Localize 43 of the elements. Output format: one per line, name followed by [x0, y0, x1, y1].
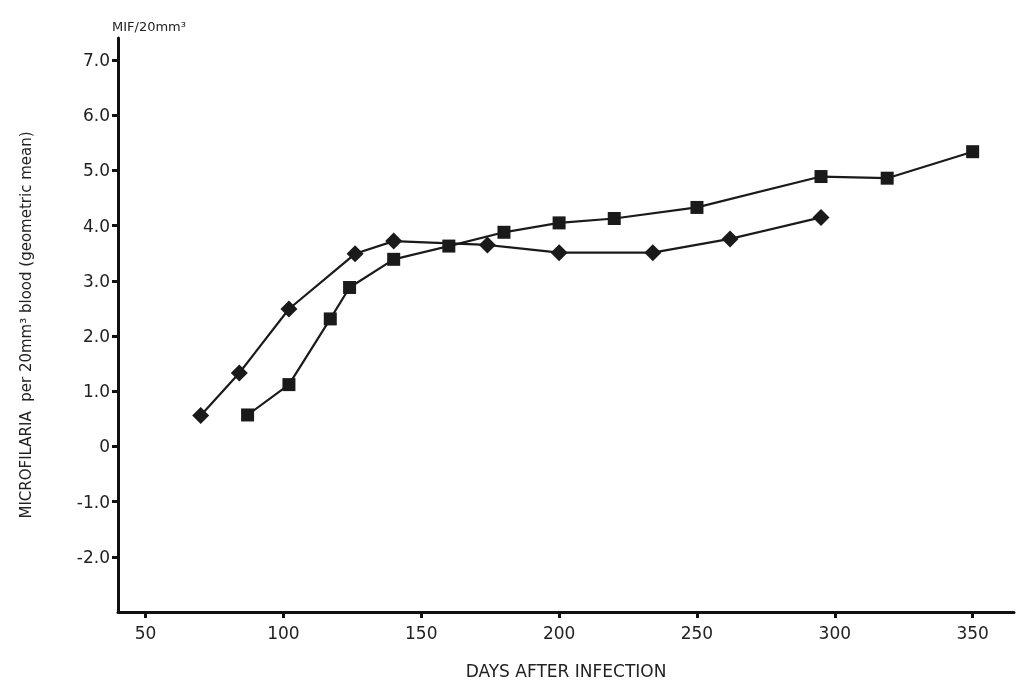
point — [721, 230, 739, 248]
x-tick-label: 350 — [956, 622, 989, 643]
x-tick-label: 250 — [680, 622, 714, 643]
point — [282, 378, 296, 392]
y-tick-label: 2.0 — [82, 326, 110, 347]
x-tick-label: 200 — [542, 622, 576, 643]
y-tick-label: 1.0 — [82, 381, 110, 402]
point — [607, 211, 621, 225]
point — [966, 145, 980, 159]
text: MIF/20mm³ — [112, 19, 186, 34]
point — [385, 232, 403, 250]
point — [442, 239, 456, 253]
x-axis-title: DAYS AFTER INFECTION — [465, 660, 667, 681]
point — [690, 200, 704, 214]
point — [644, 244, 662, 262]
point — [280, 300, 298, 318]
y-tick-label: 6.0 — [82, 105, 110, 126]
point — [552, 216, 566, 230]
x-tick-label: 50 — [134, 622, 157, 643]
point — [323, 312, 337, 326]
point — [346, 245, 364, 263]
point — [497, 225, 511, 239]
y-tick-label: 0 — [99, 436, 110, 457]
point — [880, 171, 894, 185]
point — [478, 236, 496, 254]
x-tick-label: 150 — [405, 622, 438, 643]
y-tick-label: -1.0 — [76, 491, 110, 512]
point — [192, 407, 210, 425]
point — [814, 170, 828, 184]
y-tick-label: -2.0 — [76, 546, 110, 567]
x-tick-label: 100 — [267, 622, 300, 643]
y-tick-label: 7.0 — [82, 50, 110, 71]
x-tick-label: 300 — [818, 622, 852, 643]
point — [812, 208, 830, 226]
y-tick-label: 3.0 — [82, 270, 110, 291]
point — [343, 280, 357, 294]
y-tick-label: 5.0 — [82, 160, 110, 181]
point — [241, 408, 255, 422]
y-axis-title: MICROFILARIA per 20mm³ blood (geometric mean) — [16, 131, 35, 519]
point — [387, 252, 401, 266]
point — [230, 364, 248, 382]
y-tick-label: 4.0 — [82, 215, 110, 236]
point — [550, 244, 568, 262]
